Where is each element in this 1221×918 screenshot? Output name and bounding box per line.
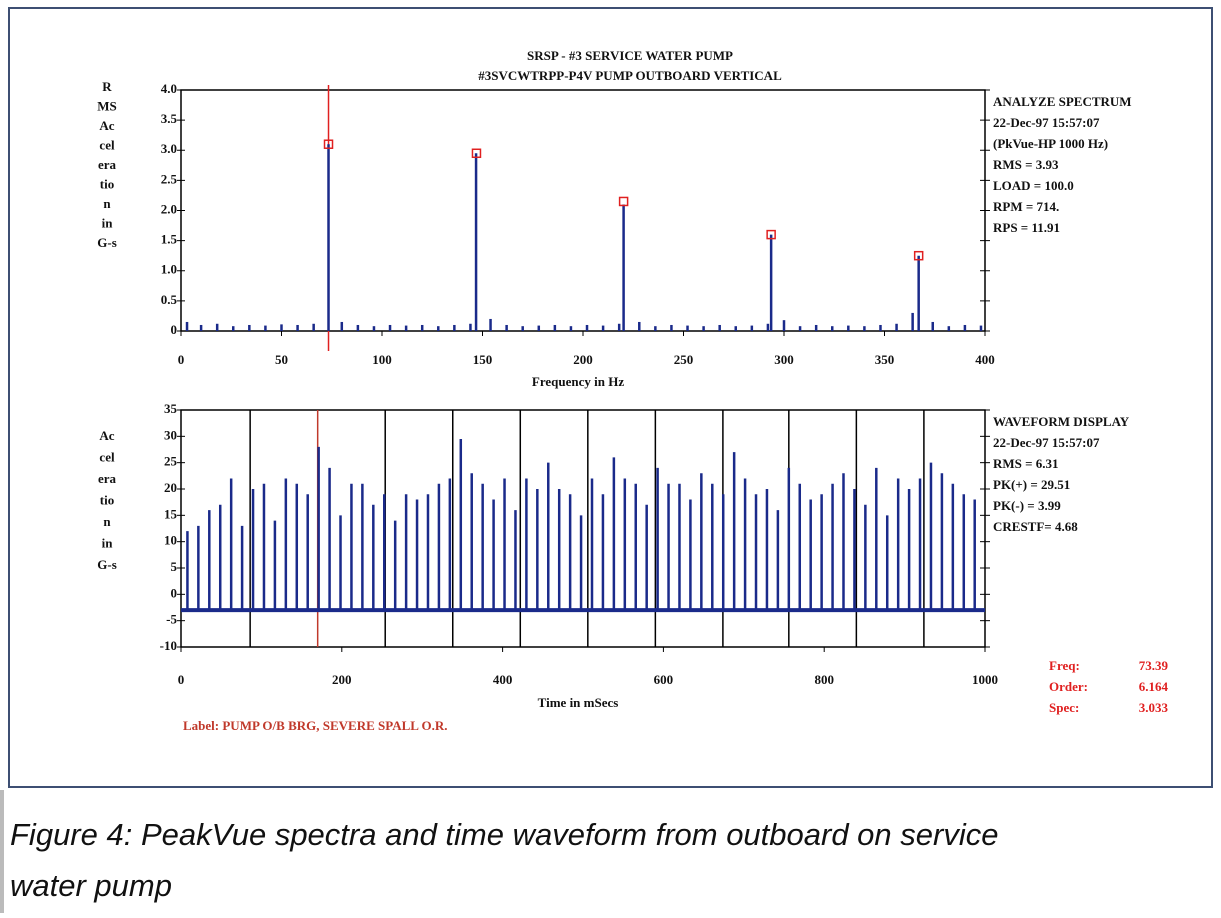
- peak-marker: [471, 148, 482, 159]
- x-tick-label: 100: [372, 352, 392, 367]
- x-axis-label: Time in mSecs: [538, 695, 619, 710]
- y-axis-label: in: [102, 535, 114, 550]
- y-axis-label: tio: [100, 176, 114, 191]
- x-tick-label: 0: [178, 352, 185, 367]
- x-tick-label: 250: [674, 352, 694, 367]
- y-tick-label: 5: [171, 559, 178, 574]
- peak-marker: [766, 229, 776, 240]
- y-tick-label: 20: [164, 480, 177, 495]
- y-axis-label: Ac: [99, 428, 114, 443]
- y-axis-label: era: [98, 471, 117, 486]
- y-tick-label: 15: [164, 506, 178, 521]
- y-axis-label: n: [103, 196, 111, 211]
- info-text: ANALYZE SPECTRUM: [993, 94, 1132, 109]
- y-tick-label: 30: [164, 427, 177, 442]
- peak-marker: [913, 250, 924, 261]
- info-text: RMS = 6.31: [993, 456, 1059, 471]
- x-tick-label: 600: [654, 672, 674, 687]
- x-tick-label: 200: [573, 352, 593, 367]
- x-tick-label: 0: [178, 672, 185, 687]
- chart-title: SRSP - #3 SERVICE WATER PUMP: [527, 48, 733, 63]
- readout-value: 73.39: [1139, 658, 1169, 673]
- x-tick-label: 300: [774, 352, 794, 367]
- info-text: 22-Dec-97 15:57:07: [993, 435, 1100, 450]
- info-text: 22-Dec-97 15:57:07: [993, 115, 1100, 130]
- x-tick-label: 400: [493, 672, 513, 687]
- x-tick-label: 800: [814, 672, 834, 687]
- info-text: PK(+) = 29.51: [993, 477, 1070, 492]
- x-tick-label: 50: [275, 352, 288, 367]
- x-tick-label: 400: [975, 352, 995, 367]
- readout-value: 6.164: [1139, 679, 1169, 694]
- x-tick-label: 350: [875, 352, 895, 367]
- info-text: (PkVue-HP 1000 Hz): [993, 136, 1108, 151]
- readout-value: 3.033: [1139, 700, 1169, 715]
- y-tick-label: -10: [160, 638, 177, 653]
- label-note: Label: PUMP O/B BRG, SEVERE SPALL O.R.: [183, 718, 448, 733]
- y-tick-label: 4.0: [161, 81, 177, 96]
- y-axis-label: MS: [97, 98, 117, 113]
- y-tick-label: 1.5: [161, 232, 178, 247]
- y-axis-label: R: [102, 79, 112, 94]
- x-tick-label: 150: [473, 352, 493, 367]
- y-axis-label: Ac: [99, 118, 114, 133]
- figure-frame: [8, 7, 1213, 788]
- info-text: PK(-) = 3.99: [993, 498, 1061, 513]
- y-tick-label: 0.5: [161, 292, 178, 307]
- y-tick-label: 3.5: [161, 111, 178, 126]
- info-text: RPM = 714.: [993, 199, 1059, 214]
- x-tick-label: 1000: [972, 672, 998, 687]
- info-text: LOAD = 100.0: [993, 178, 1074, 193]
- y-tick-label: 2.0: [161, 201, 177, 216]
- info-text: RPS = 11.91: [993, 220, 1060, 235]
- readout-label: Order:: [1049, 679, 1088, 694]
- plot-frame: [180, 409, 986, 648]
- y-axis-label: in: [102, 215, 114, 230]
- y-tick-label: 3.0: [161, 141, 177, 156]
- caption: water pump: [10, 868, 172, 903]
- y-axis-label: G-s: [97, 557, 117, 572]
- left-strip: [0, 790, 4, 913]
- y-axis-label: cel: [99, 137, 115, 152]
- x-tick-label: 200: [332, 672, 352, 687]
- y-axis-label: G-s: [97, 235, 117, 250]
- y-tick-label: 0: [171, 322, 178, 337]
- peak-marker: [323, 139, 334, 149]
- y-tick-label: -5: [166, 612, 177, 627]
- y-axis-label: cel: [99, 449, 115, 464]
- y-tick-label: 0: [171, 585, 178, 600]
- readout-label: Spec:: [1049, 700, 1079, 715]
- peak-marker: [618, 196, 629, 207]
- y-axis-label: tio: [100, 492, 114, 507]
- x-axis-label: Frequency in Hz: [532, 374, 624, 389]
- info-text: WAVEFORM DISPLAY: [993, 414, 1130, 429]
- y-tick-label: 35: [164, 401, 178, 416]
- y-tick-label: 10: [164, 533, 177, 548]
- y-tick-label: 1.0: [161, 262, 177, 277]
- caption: Figure 4: PeakVue spectra and time wavef…: [10, 817, 998, 852]
- info-text: RMS = 3.93: [993, 157, 1059, 172]
- y-tick-label: 25: [164, 454, 178, 469]
- info-text: CRESTF= 4.68: [993, 519, 1078, 534]
- y-axis-label: era: [98, 157, 117, 172]
- y-tick-label: 2.5: [161, 171, 178, 186]
- y-axis-label: n: [103, 514, 111, 529]
- chart-title: #3SVCWTRPP-P4V PUMP OUTBOARD VERTICAL: [478, 68, 782, 83]
- readout-label: Freq:: [1049, 658, 1080, 673]
